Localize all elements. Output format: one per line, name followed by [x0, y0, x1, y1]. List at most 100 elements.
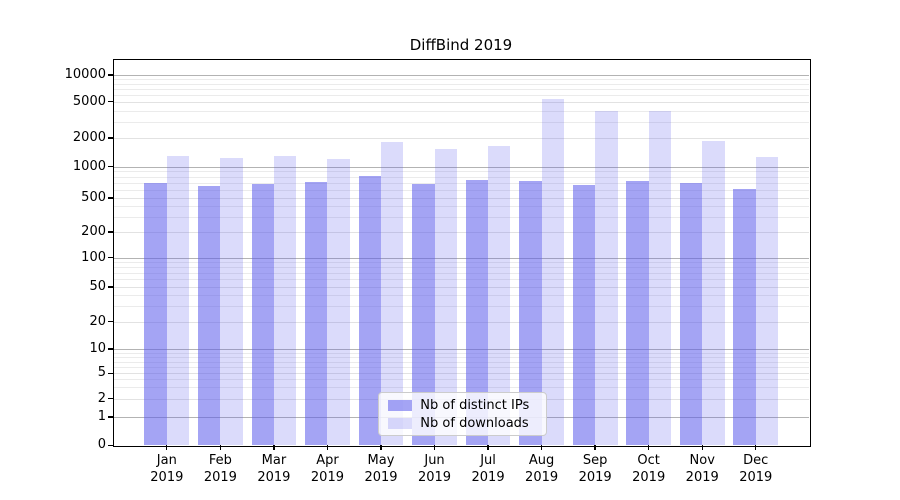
y-tick-20 — [108, 321, 113, 323]
y-tick-label-0: 0 — [97, 437, 106, 453]
x-tick-label-apr: Apr 2019 — [310, 453, 344, 485]
y-tick-label-10: 10 — [89, 341, 106, 356]
gridline-200 — [113, 232, 810, 233]
x-tick-may — [380, 445, 382, 450]
x-tick-label-nov: Nov 2019 — [685, 453, 719, 485]
y-tick-2 — [108, 397, 113, 400]
legend-swatch-downloads — [388, 417, 413, 429]
x-tick-dec — [755, 445, 757, 450]
bar-ips-oct — [626, 181, 649, 446]
legend-label-distinct-ips: Nb of distinct IPs — [420, 397, 530, 413]
bar-ips-dec — [733, 189, 756, 446]
gridline-5000 — [113, 101, 810, 103]
bar-downloads-may — [380, 142, 404, 446]
gridline-1000 — [113, 166, 810, 168]
gridline-3 — [113, 387, 810, 389]
bar-downloads-aug — [541, 99, 564, 446]
y-tick-label-5: 5 — [97, 365, 106, 381]
y-tick-2000 — [108, 137, 113, 139]
bar-downloads-jul — [488, 145, 511, 446]
plot-area: Nb of distinct IPs Nb of downloads — [113, 60, 810, 446]
bar-downloads-apr — [327, 158, 350, 446]
x-tick-apr — [326, 445, 329, 450]
gridline-70 — [113, 272, 810, 274]
bar-ips-jul — [465, 179, 489, 446]
bar-downloads-dec — [755, 157, 779, 446]
gridline-30 — [113, 306, 810, 308]
gridline-80 — [113, 267, 810, 269]
bar-downloads-jan — [166, 156, 190, 446]
bar-ips-jan — [144, 183, 167, 446]
y-tick-10 — [108, 348, 113, 350]
y-tick-500 — [108, 197, 113, 199]
gridline-500 — [113, 198, 810, 199]
legend-label-downloads: Nb of downloads — [420, 415, 529, 431]
y-tick-label-1000: 1000 — [72, 158, 106, 174]
x-tick-label-jan: Jan 2019 — [150, 453, 184, 485]
x-tick-jun — [433, 445, 436, 450]
x-tick-label-dec: Dec 2019 — [739, 453, 773, 485]
y-tick-50 — [108, 286, 113, 288]
x-tick-label-mar: Mar 2019 — [257, 453, 291, 485]
gridline-8 — [113, 356, 810, 358]
y-tick-label-1: 1 — [97, 409, 106, 424]
gridline-700 — [113, 182, 810, 184]
y-tick-label-20: 20 — [89, 313, 106, 329]
gridline-4000 — [113, 110, 810, 112]
legend-swatch-distinct-ips — [388, 399, 413, 411]
gridline-9000 — [113, 79, 810, 81]
gridline-50 — [113, 287, 810, 288]
y-tick-200 — [108, 231, 113, 233]
gridline-9 — [113, 352, 810, 354]
legend: Nb of distinct IPs Nb of downloads — [378, 392, 548, 436]
y-tick-label-2: 2 — [97, 390, 106, 406]
bar-ips-mar — [251, 184, 274, 446]
y-tick-label-500: 500 — [81, 190, 106, 205]
gridline-3000 — [113, 121, 810, 123]
y-tick-label-10000: 10000 — [64, 67, 106, 82]
gridline-100 — [113, 257, 810, 259]
x-tick-label-aug: Aug 2019 — [525, 453, 559, 485]
chart-title: DiffBind 2019 — [409, 36, 513, 54]
gridline-5 — [113, 373, 810, 375]
x-tick-feb — [219, 445, 222, 450]
legend-entry-downloads: Nb of downloads — [379, 416, 546, 431]
gridline-400 — [113, 206, 810, 208]
gridline-6 — [113, 366, 810, 368]
gridline-900 — [113, 171, 810, 173]
bar-ips-sep — [572, 185, 596, 446]
gridline-8000 — [113, 83, 810, 85]
x-tick-oct — [648, 445, 650, 450]
y-tick-label-200: 200 — [81, 224, 106, 239]
bar-downloads-feb — [220, 158, 243, 446]
gridline-10000 — [113, 75, 810, 76]
gridline-800 — [113, 176, 810, 178]
gridline-600 — [113, 189, 810, 191]
gridline-2000 — [113, 138, 810, 139]
bar-ips-nov — [679, 183, 703, 446]
x-tick-label-jun: Jun 2019 — [417, 453, 452, 485]
y-tick-1000 — [108, 166, 113, 168]
x-tick-nov — [701, 445, 703, 450]
gridline-90 — [113, 262, 810, 264]
x-tick-jan — [166, 445, 168, 450]
gridline-6000 — [113, 94, 810, 96]
bar-ips-aug — [519, 181, 542, 446]
x-tick-label-sep: Sep 2019 — [578, 453, 612, 485]
y-tick-5000 — [108, 101, 113, 103]
bar-ips-feb — [197, 186, 221, 446]
y-tick-label-2000: 2000 — [72, 130, 106, 145]
x-tick-jul — [487, 445, 489, 450]
gridline-7000 — [113, 88, 810, 90]
bar-downloads-mar — [273, 155, 297, 446]
y-tick-1 — [108, 416, 113, 418]
bar-ips-apr — [305, 181, 328, 446]
x-tick-aug — [540, 445, 543, 450]
y-tick-5 — [108, 372, 113, 374]
y-tick-label-50: 50 — [89, 279, 106, 294]
y-tick-10000 — [108, 74, 113, 76]
gridline-7 — [113, 361, 810, 363]
gridline-60 — [113, 279, 810, 281]
x-tick-label-jul: Jul 2019 — [471, 453, 505, 485]
bar-downloads-jun — [434, 149, 457, 446]
